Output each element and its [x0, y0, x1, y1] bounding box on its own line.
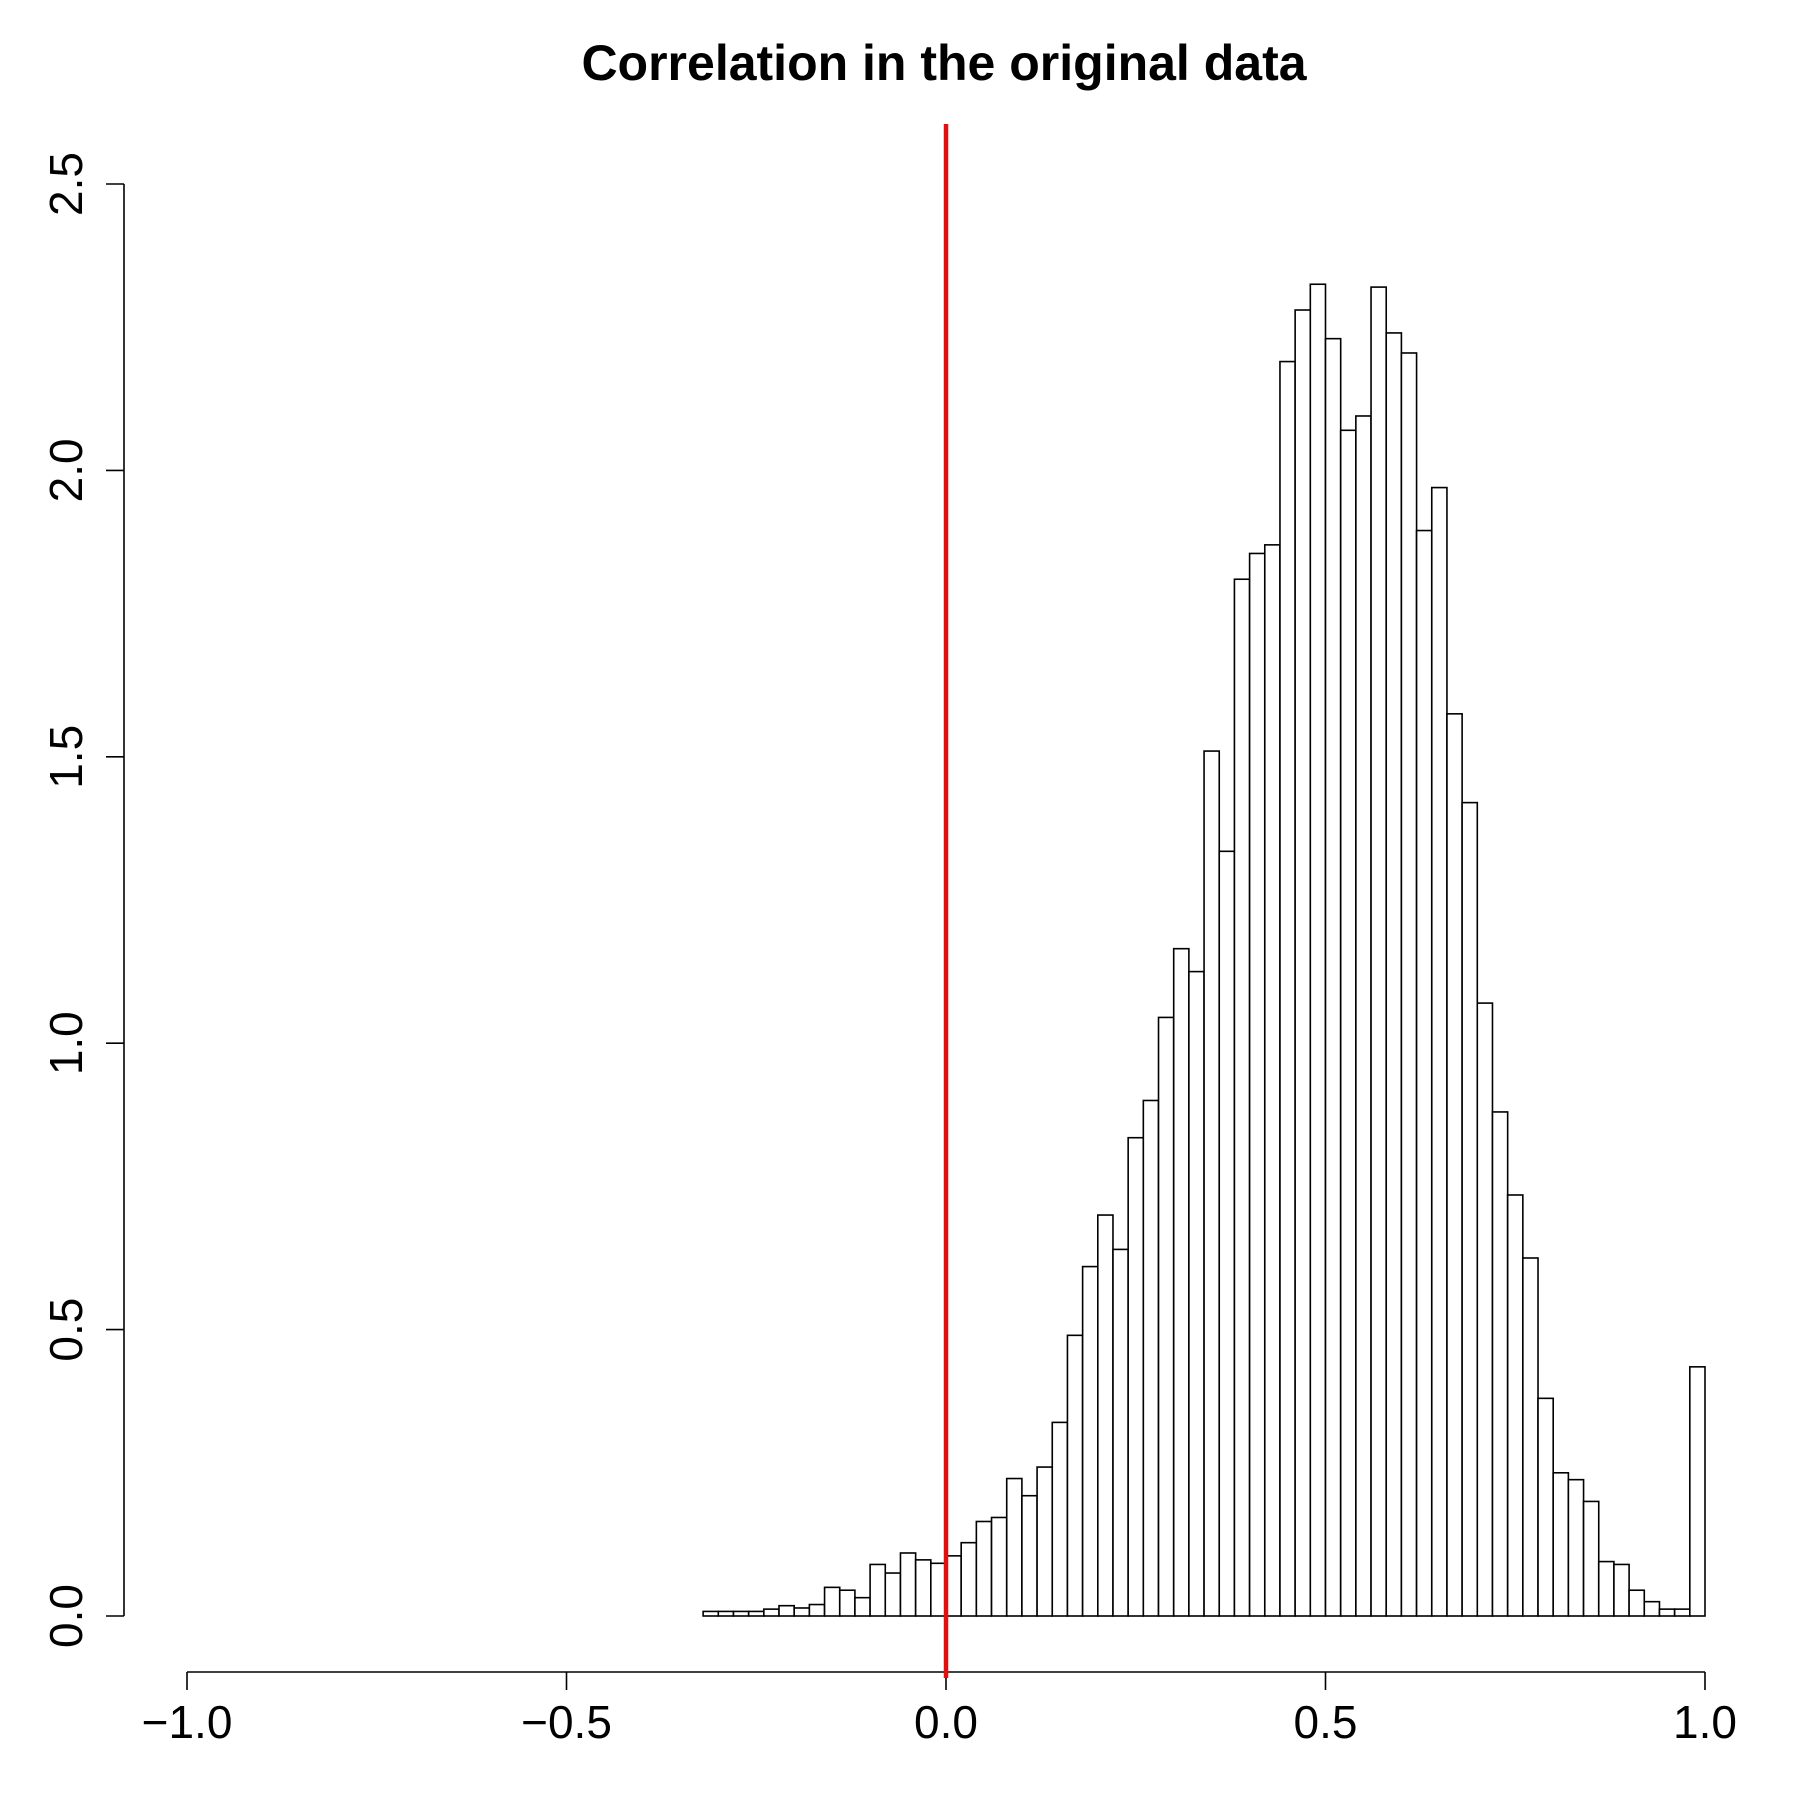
histogram-bar [1248, 552, 1266, 1617]
histogram-bar [793, 1607, 811, 1617]
histogram-bar [1339, 429, 1357, 1617]
histogram-bar [1613, 1563, 1630, 1617]
histogram-bar [1370, 286, 1388, 1617]
histogram-bar [732, 1610, 750, 1617]
histogram-bar [778, 1604, 796, 1617]
histogram-bar [763, 1608, 780, 1617]
histogram-bar [945, 1555, 962, 1617]
histogram-bar [717, 1610, 735, 1617]
chart-title: Correlation in the original data [581, 35, 1307, 91]
histogram-bar [1112, 1248, 1129, 1617]
histogram-bar [1005, 1477, 1023, 1617]
histogram-bar [1203, 750, 1221, 1617]
x-tick-label: −0.5 [521, 1696, 612, 1748]
histogram-bar [1491, 1111, 1509, 1617]
histogram-bar [823, 1586, 841, 1617]
histogram-bar [1355, 415, 1372, 1617]
histogram-bar [930, 1562, 947, 1617]
histogram-bar [1643, 1600, 1661, 1617]
x-tick-label: 0.5 [1294, 1696, 1358, 1748]
histogram-bar [1294, 309, 1312, 1617]
y-tick-label: 1.5 [40, 725, 92, 789]
histogram-bar [1324, 337, 1342, 1617]
x-tick-label: 1.0 [1673, 1696, 1737, 1748]
histogram-bar [1385, 332, 1403, 1617]
histogram-bar [899, 1552, 917, 1617]
histogram-bar [1446, 713, 1463, 1617]
histogram-bar [1036, 1466, 1054, 1617]
histogram-bar [960, 1541, 978, 1617]
histogram-bar [1097, 1214, 1114, 1617]
histogram-bar [914, 1559, 932, 1617]
histogram-bar [1567, 1478, 1585, 1617]
y-tick-label: 2.5 [40, 152, 92, 216]
histogram-bar [1506, 1194, 1524, 1617]
histogram-bar [1582, 1500, 1600, 1617]
histogram-bar [1415, 529, 1433, 1617]
histogram-bars [702, 283, 1706, 1617]
histogram-bar [1689, 1366, 1706, 1617]
y-tick-label: 0.0 [40, 1584, 92, 1648]
histogram-bar [1021, 1494, 1038, 1617]
histogram-bar [975, 1520, 993, 1617]
histogram-bar [1476, 1002, 1494, 1617]
histogram-bar [854, 1596, 871, 1617]
histogram-bar [1051, 1421, 1069, 1617]
histogram-bar [869, 1563, 887, 1617]
y-tick-label: 0.5 [40, 1298, 92, 1362]
histogram-bar [838, 1589, 856, 1617]
y-axis: 0.0 0.5 1.0 1.5 2.0 2.5 [40, 152, 125, 1648]
histogram-bar [1628, 1589, 1646, 1617]
histogram-bar [1309, 283, 1327, 1617]
histogram-bar [1461, 801, 1479, 1617]
histogram-bar [1658, 1608, 1676, 1617]
histogram-bar [747, 1610, 765, 1617]
histogram-bar [702, 1610, 720, 1617]
histogram-bar [1537, 1397, 1555, 1617]
histogram-bar [1188, 970, 1205, 1617]
histogram-bar [1673, 1608, 1691, 1617]
histogram-bar [1066, 1334, 1084, 1617]
histogram-bar [1157, 1016, 1175, 1617]
x-tick-label: −1.0 [142, 1696, 233, 1748]
histogram-bar [884, 1572, 902, 1617]
x-tick-label: 0.0 [914, 1696, 978, 1748]
histogram-bar [1430, 486, 1448, 1617]
histogram-bar [1081, 1265, 1099, 1617]
histogram-bar [1522, 1257, 1539, 1617]
x-axis: −1.0 −0.5 0.0 0.5 1.0 [142, 1671, 1737, 1748]
histogram-bar [1597, 1560, 1615, 1617]
y-tick-label: 2.0 [40, 438, 92, 502]
histogram-bar [1127, 1136, 1145, 1617]
histogram-bar [808, 1603, 826, 1617]
y-tick-label: 1.0 [40, 1011, 92, 1075]
histogram-bar [1400, 352, 1418, 1617]
histogram-bar [1233, 578, 1251, 1617]
histogram-bar [1172, 947, 1190, 1617]
histogram-bar [1263, 544, 1281, 1617]
histogram-bar [1142, 1099, 1160, 1617]
histogram-bar [1552, 1472, 1570, 1617]
histogram-bar [1218, 850, 1236, 1617]
histogram-bar [1279, 360, 1296, 1617]
histogram-bar [990, 1516, 1008, 1617]
